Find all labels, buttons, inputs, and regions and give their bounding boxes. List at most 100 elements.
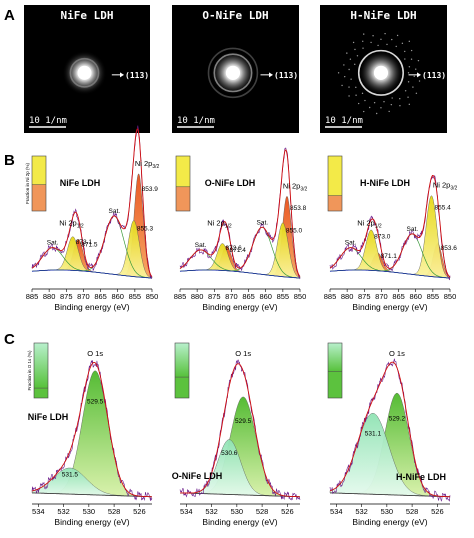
peak-label: 871.1: [381, 253, 398, 260]
diffraction-ring: [207, 47, 259, 99]
diffraction-spot: [364, 99, 366, 102]
raw-data-line: [179, 359, 301, 501]
peak-label: 530.6: [221, 450, 238, 457]
x-tick-label: 885: [26, 292, 39, 301]
inset-segment-2: [34, 388, 48, 398]
x-tick-label: 885: [174, 292, 187, 301]
peak-label: Sat.: [109, 208, 121, 215]
x-tick-label: 526: [281, 507, 294, 516]
diffraction-spot: [399, 104, 401, 107]
peak-label: Sat.: [257, 219, 269, 226]
diffraction-spot: [404, 90, 407, 92]
panel-letter-C: C: [4, 331, 15, 348]
spectrum-C-2: 534 532 530 528 526 Binding energy (eV) 529.5 5…: [179, 349, 301, 527]
x-tick-label: 860: [259, 292, 272, 301]
diffraction-spot: [408, 66, 411, 68]
ni-2p32-main: Ni 2p: [283, 181, 301, 190]
diffraction-spot: [343, 64, 345, 66]
peak-label: Sat.: [407, 226, 419, 233]
peak-label: 529.5: [87, 399, 104, 406]
inset-ylabel: Fraction in Ni 2p (%): [25, 162, 30, 204]
diffraction-spot: [410, 58, 413, 60]
peak-label: 871.4: [230, 247, 247, 254]
inset-frame: [327, 155, 343, 212]
inset-segment-1: [176, 156, 190, 187]
saed-title: NiFe LDH: [61, 9, 114, 22]
ring-label: (113): [422, 71, 446, 80]
ring-label: (113): [125, 71, 149, 80]
inset-frame: [327, 342, 343, 399]
ni-2p32-sub: 3/2: [152, 164, 159, 170]
ni-2p12-main: Ni 2p: [357, 218, 375, 227]
diffraction-spot: [415, 68, 417, 70]
diffraction-spot: [404, 50, 406, 53]
x-tick-label: 528: [108, 507, 121, 516]
ni-2p12-label: Ni 2p1/2: [357, 218, 382, 229]
sample-label: NiFe LDH: [60, 178, 101, 188]
x-axis-label: Binding energy (eV): [352, 302, 427, 312]
diffraction-spot: [417, 59, 420, 62]
x-tick-label: 850: [146, 292, 159, 301]
saed-image-1: NiFe LDH (113) 10 1/nm: [24, 5, 150, 133]
diffraction-spot: [408, 40, 411, 43]
x-tick-label: 870: [375, 292, 388, 301]
inset-frame: [33, 342, 49, 399]
x-tick-label: 530: [381, 507, 394, 516]
x-tick-label: 532: [57, 507, 70, 516]
diffraction-spot: [413, 75, 415, 78]
x-tick-label: 526: [431, 507, 444, 516]
panel-letter-B: B: [4, 152, 15, 169]
diffraction-spot: [357, 102, 360, 105]
x-tick-label: 850: [444, 292, 457, 301]
diffraction-spot: [401, 42, 404, 45]
diffraction-spot: [383, 101, 385, 103]
diffraction-spot: [363, 33, 365, 35]
sample-label: O-NiFe LDH: [205, 178, 256, 188]
scale-label: 10 1/nm: [29, 116, 67, 126]
x-tick-label: 528: [406, 507, 419, 516]
diffraction-spot: [372, 35, 374, 37]
diffraction-spot: [375, 112, 378, 115]
ni-2p12-main: Ni 2p: [59, 218, 77, 227]
x-tick-label: 870: [77, 292, 90, 301]
peak-label: Sat.: [195, 242, 207, 249]
sample-label: H-NiFe LDH: [360, 178, 410, 188]
ni-2p12-main: Ni 2p: [207, 218, 225, 227]
diffraction-spot: [391, 38, 393, 41]
inset-segment-2: [175, 377, 189, 398]
o1s-label: O 1s: [389, 349, 405, 358]
inset-frame: [31, 155, 47, 212]
ni-2p12-sub: 1/2: [77, 223, 84, 229]
diffraction-spot: [363, 110, 365, 113]
x-tick-label: 855: [129, 292, 142, 301]
component-peak: [32, 370, 152, 497]
peak-label: 853.6: [441, 245, 458, 252]
arrow-head: [120, 72, 124, 78]
peak-label: 872.6: [226, 245, 243, 252]
fit-envelope-line: [179, 149, 301, 277]
saed-title: O-NiFe LDH: [202, 9, 268, 22]
ni-2p32-label: Ni 2p3/2: [433, 181, 458, 192]
panel-letter-A: A: [4, 7, 15, 24]
diffraction-spot: [352, 41, 355, 44]
raw-data-line: [31, 360, 153, 501]
scale-label: 10 1/nm: [177, 116, 215, 126]
diffraction-spot: [384, 32, 386, 35]
x-tick-label: 875: [208, 292, 221, 301]
diffraction-spot: [348, 68, 350, 71]
sample-label: O-NiFe LDH: [172, 471, 223, 481]
ni-2p12-sub: 1/2: [375, 223, 382, 229]
spectrum-B-3: 885 880 875 870 865 860 855 850 Binding energy (…: [324, 175, 458, 312]
o1s-label: O 1s: [235, 349, 251, 358]
diffraction-spot: [354, 48, 356, 51]
ni-2p32-main: Ni 2p: [433, 181, 451, 190]
x-tick-label: 850: [294, 292, 307, 301]
inset-segment-2: [176, 186, 190, 211]
sample-label: NiFe LDH: [28, 412, 69, 422]
diffraction-spot: [407, 72, 410, 74]
peak-label: 855.4: [434, 204, 451, 211]
diffraction-spot: [386, 43, 388, 46]
o1s-label: O 1s: [87, 349, 103, 358]
spectrum-B-2: 885 880 875 870 865 860 855 850 Binding energy (…: [174, 147, 308, 312]
